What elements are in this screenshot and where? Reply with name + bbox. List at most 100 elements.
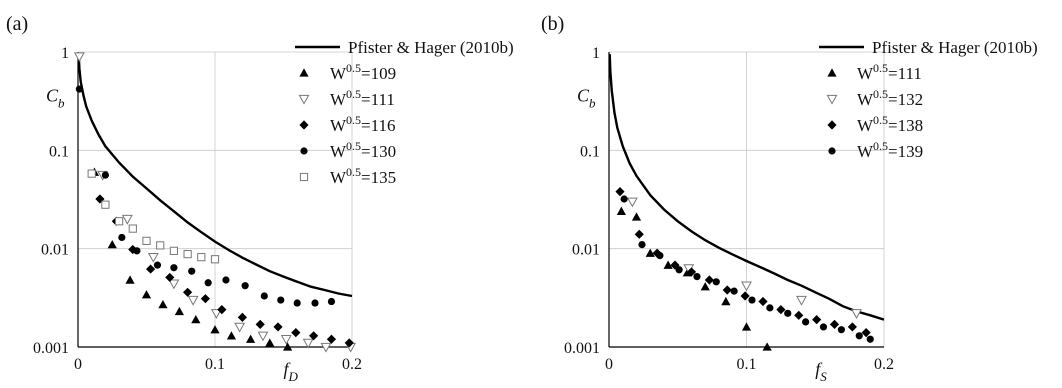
data-point [766, 304, 774, 312]
data-point [741, 322, 752, 331]
data-point [121, 214, 133, 225]
data-point [311, 299, 319, 307]
x-axis-label: fS [815, 359, 827, 384]
y-tick-label: 0.1 [580, 143, 600, 160]
x-tick-label: 0.1 [737, 356, 757, 373]
data-point [141, 290, 152, 299]
data-point [142, 236, 151, 245]
data-point [257, 331, 269, 342]
data-point [302, 338, 314, 349]
data-point [158, 299, 168, 309]
data-point [634, 229, 644, 239]
legend-entry-label: W0.5=111 [857, 61, 922, 83]
data-point [309, 331, 319, 341]
data-point [721, 296, 731, 306]
data-point [183, 250, 192, 259]
x-tick-label: 0.2 [342, 356, 362, 373]
data-point [217, 305, 227, 315]
data-point [794, 310, 804, 320]
x-tick-label: 0.1 [205, 356, 225, 373]
data-point [165, 272, 175, 283]
data-point [125, 275, 135, 284]
data-point [204, 279, 212, 287]
data-point [237, 312, 247, 322]
panel-label: (b) [541, 13, 564, 35]
data-point [847, 322, 857, 332]
data-point [246, 334, 256, 343]
y-tick-label: 1 [61, 45, 69, 62]
data-point [819, 323, 828, 331]
data-point [712, 278, 720, 286]
data-point [626, 197, 638, 208]
panel-a: 0 0.1 0.2 1 0.1 0.01 0.001 (a) Cb fD Pfister & Hag… [6, 13, 514, 384]
y-tick-label: 0.001 [33, 340, 69, 357]
data-point [722, 285, 732, 295]
data-point [326, 334, 337, 344]
data-point [829, 319, 840, 329]
data-point [663, 260, 673, 269]
data-point [107, 239, 117, 249]
legend-marker [298, 94, 310, 105]
data-point [273, 322, 283, 332]
data-point [861, 328, 871, 338]
data-point [188, 267, 196, 275]
data-point [210, 309, 222, 319]
data-point [812, 314, 822, 325]
data-point [615, 187, 625, 197]
data-point [200, 294, 211, 304]
legend: Pfister & Hager (2010b) W0.5=109 W0.5=111 W… [295, 38, 514, 187]
data-point [283, 342, 293, 351]
data-point [255, 319, 265, 329]
data-point [344, 338, 354, 348]
legend-marker [827, 120, 837, 130]
data-point [101, 200, 110, 209]
x-tick-label: 0.2 [874, 356, 894, 373]
legend-entry-label: W0.5=132 [857, 87, 923, 109]
data-point [75, 85, 83, 93]
data-point [197, 253, 206, 262]
legend-marker [827, 68, 837, 77]
data-point [169, 246, 179, 255]
legend-marker [299, 120, 309, 130]
data-point [191, 314, 201, 324]
data-point [645, 248, 655, 257]
data-point [631, 212, 642, 221]
data-point [670, 260, 680, 270]
data-point [146, 264, 156, 274]
data-point [693, 272, 701, 281]
data-point [616, 206, 626, 215]
data-point [156, 241, 165, 250]
reference-curve [608, 54, 885, 321]
data-point [741, 281, 752, 292]
data-point [128, 224, 137, 233]
data-point [762, 342, 772, 351]
y-tick-label: 1 [592, 45, 600, 62]
data-point [620, 195, 628, 203]
data-point [280, 335, 292, 345]
data-point [260, 292, 268, 300]
x-tick-label: 0 [605, 356, 613, 373]
data-point [265, 338, 275, 347]
data-point [222, 276, 230, 284]
data-point [170, 264, 178, 272]
data-point [704, 275, 714, 285]
data-point [802, 318, 810, 326]
y-tick-label: 0.1 [49, 143, 69, 160]
data-point [855, 332, 863, 340]
data-point [101, 171, 109, 179]
data-point [73, 52, 85, 63]
x-tick-label: 0 [74, 356, 82, 373]
data-point [675, 266, 683, 274]
data-point [168, 279, 180, 290]
data-point [748, 296, 756, 304]
legend-marker [300, 147, 308, 155]
data-point [656, 252, 664, 260]
data-point [153, 261, 162, 269]
legend-marker [299, 172, 309, 182]
reference-curve [77, 55, 353, 298]
panel-b: 0 0.1 0.2 1 0.1 0.01 0.001 (b) Cb fS Pfister & Hag… [541, 13, 1038, 384]
y-tick-label: 0.001 [564, 340, 600, 357]
legend-marker [828, 147, 836, 155]
x-axis-label: fD [284, 359, 299, 384]
